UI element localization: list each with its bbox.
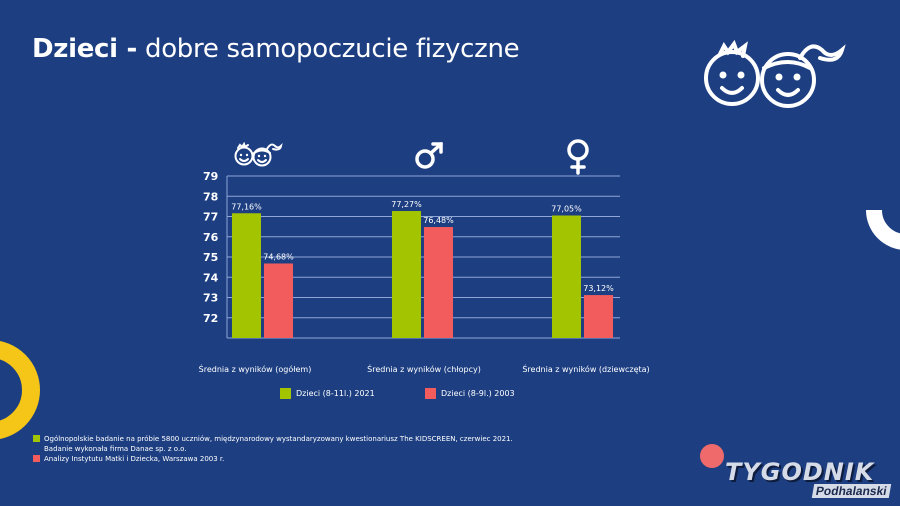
y-tick-label: 78 (203, 190, 218, 203)
bar-2021-0 (232, 213, 261, 338)
page-title: Dzieci - dobre samopoczucie fizyczne (32, 34, 520, 64)
legend-item-2021: Dzieci (8-11l.) 2021 (280, 388, 375, 399)
y-tick-label: 73 (203, 292, 218, 305)
bar-2021-2 (552, 215, 581, 338)
note-2021: Ogólnopolskie badanie na próbie 5800 ucz… (33, 434, 513, 444)
category-label-overall: Średnia z wyników (ogółem) (198, 365, 312, 374)
bar-2003-0 (264, 263, 293, 338)
bar-value-label: 74,68% (263, 252, 294, 261)
note-2003: Analizy Instytutu Matki i Dziecka, Warsz… (33, 454, 513, 464)
bar-2003-2 (584, 295, 613, 338)
note-swatch-2003 (33, 455, 40, 462)
y-tick-label: 72 (203, 312, 218, 325)
group-icon-kids (234, 141, 283, 167)
legend-swatch-2003 (425, 388, 436, 399)
note-text-1: Ogólnopolskie badanie na próbie 5800 ucz… (44, 435, 513, 443)
male-symbol-icon (415, 142, 443, 169)
bar-value-label: 77,16% (231, 202, 262, 211)
source-notes: Ogólnopolskie badanie na próbie 5800 ucz… (33, 434, 513, 464)
legend-swatch-2021 (280, 388, 291, 399)
title-rest: dobre samopoczucie fizyczne (137, 34, 520, 64)
bar-value-label: 73,12% (583, 284, 614, 293)
bar-value-labels: 77,16% 77,27% 77,05% 74,68% 76,48% 73,12% (231, 200, 614, 293)
boy-girl-faces-icon (704, 39, 846, 108)
bar-value-label: 76,48% (423, 216, 454, 225)
title-bold: Dzieci - (32, 34, 138, 64)
bars (232, 211, 613, 338)
y-tick-label: 74 (203, 271, 219, 284)
y-tick-label: 77 (203, 211, 218, 224)
logo-tygodnik: TYGODNIK (725, 458, 875, 486)
bar-value-label: 77,05% (551, 204, 582, 213)
female-symbol-icon (567, 139, 589, 175)
bar-value-label: 77,27% (391, 200, 422, 209)
legend-label-2021: Dzieci (8-11l.) 2021 (296, 389, 375, 398)
bar-2021-1 (392, 211, 421, 338)
note-text-3: Analizy Instytutu Matki i Dziecka, Warsz… (44, 455, 225, 463)
legend-item-2003: Dzieci (8-9l.) 2003 (425, 388, 515, 399)
y-tick-label: 79 (203, 170, 218, 183)
category-label-boys: Średnia z wyników (chłopcy) (367, 365, 481, 374)
red-dot-decoration (700, 444, 724, 468)
bar-2003-1 (424, 227, 453, 338)
legend-label-2003: Dzieci (8-9l.) 2003 (441, 389, 515, 398)
y-tick-label: 76 (203, 231, 219, 244)
y-tick-label: 75 (203, 251, 218, 264)
y-axis-ticks: 72 73 74 75 76 77 78 79 (203, 170, 219, 325)
logo-podhalanski: Podhalanski (811, 484, 891, 498)
category-label-girls: Średnia z wyników (dziewczęta) (522, 365, 650, 374)
note-swatch-2021 (33, 435, 40, 442)
note-text-2: Badanie wykonała firma Danae sp. z o.o. (44, 445, 187, 453)
